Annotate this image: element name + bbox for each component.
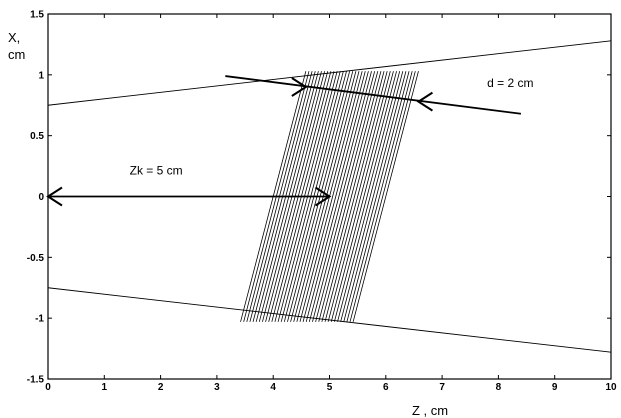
hatch-line (333, 71, 401, 322)
annotation-zk: Zk = 5 cm (130, 164, 183, 178)
hatch-line (315, 71, 382, 322)
hatch-line (299, 71, 366, 322)
x-tick-label: 3 (214, 382, 220, 393)
hatch-line (327, 71, 394, 322)
x-tick-label: 4 (270, 382, 276, 393)
arrowhead-zk-right (314, 186, 332, 207)
x-tick-label: 2 (158, 382, 164, 393)
dimension-line-d (225, 75, 522, 115)
y-axis-unit: cm (8, 47, 25, 62)
y-tick-label: 1 (38, 70, 44, 81)
annotations (46, 75, 522, 207)
x-axis-label: Z , cm (412, 403, 448, 418)
hatch-line (349, 71, 416, 322)
hatch-line (346, 71, 413, 322)
y-tick-label: 0.5 (30, 131, 44, 142)
arrowhead-d-right (416, 91, 433, 112)
hatch-line (305, 71, 372, 322)
x-tick-label: 9 (552, 382, 558, 393)
x-tick-label: 10 (605, 382, 617, 393)
hatch-line (312, 71, 379, 322)
hatch-line (337, 71, 404, 322)
reference-lines (47, 40, 612, 353)
y-tick-label: -0.5 (27, 253, 45, 264)
hatch-line (302, 71, 369, 322)
y-tick-label: -1.5 (27, 375, 45, 386)
arrowhead-d-left (291, 77, 308, 97)
y-axis-label: X, (8, 30, 20, 45)
hatch-line (308, 71, 376, 322)
x-tick-label: 6 (383, 382, 389, 393)
annotation-d: d = 2 cm (487, 76, 533, 90)
y-tick-label: 1.5 (30, 10, 44, 21)
y-tick-label: 0 (38, 192, 44, 203)
hatch-line (321, 71, 388, 322)
hatch-line (318, 71, 385, 322)
hatch-line (352, 71, 419, 322)
hatch-line (324, 71, 391, 322)
x-tick-label: 0 (45, 382, 51, 393)
hatch-line (343, 71, 410, 322)
axis-ticks: 0 1 2 3 4 5 6 7 8 9 10 1.5 1 0.5 0 -0.5 -1 -1.5 (27, 10, 617, 394)
x-tick-label: 5 (327, 382, 333, 393)
boundary-line-0 (47, 40, 612, 106)
x-tick-label: 1 (102, 382, 108, 393)
x-tick-label: 7 (439, 382, 445, 393)
boundary-line-1 (47, 287, 612, 353)
hatch-line (340, 71, 407, 322)
hatch-line (330, 71, 397, 322)
y-tick-label: -1 (35, 314, 44, 325)
x-tick-label: 8 (496, 382, 502, 393)
